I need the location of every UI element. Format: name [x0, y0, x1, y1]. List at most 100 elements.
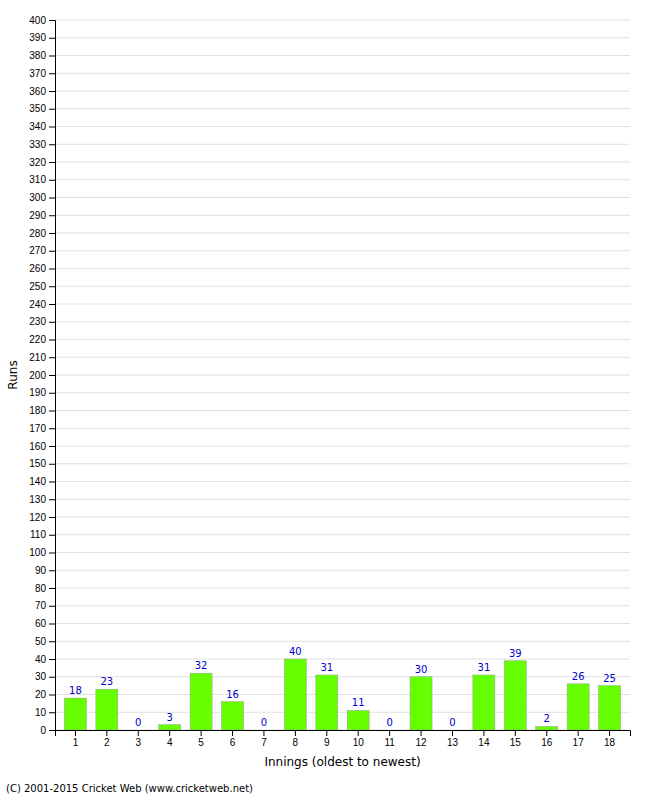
- tick-mark: [421, 730, 422, 736]
- chart-svg: 0102030405060708090100110120130140150160…: [0, 0, 650, 800]
- x-tick: 15: [510, 730, 522, 748]
- tick-mark: [49, 535, 55, 536]
- x-tick: 14: [478, 730, 490, 748]
- tick-mark: [49, 393, 55, 394]
- bar: [190, 673, 212, 730]
- tick-label: 10: [353, 737, 365, 748]
- grid-line: [55, 534, 630, 535]
- y-tick: 70: [35, 600, 55, 611]
- y-tick: 50: [35, 636, 55, 647]
- y-tick: 80: [35, 583, 55, 594]
- grid-line: [55, 694, 630, 695]
- tick-label: 18: [604, 737, 616, 748]
- tick-mark: [49, 144, 55, 145]
- grid-line: [55, 162, 630, 163]
- data-label: 3: [166, 712, 172, 723]
- data-label: 0: [135, 717, 141, 728]
- y-tick: 210: [29, 352, 55, 363]
- tick-label: 380: [29, 50, 46, 61]
- y-tick: 160: [29, 441, 55, 452]
- tick-label: 60: [35, 618, 47, 629]
- grid-line: [55, 215, 630, 216]
- tick-mark: [358, 730, 359, 736]
- y-tick: 100: [29, 547, 55, 558]
- tick-mark: [483, 730, 484, 736]
- grid-line: [55, 37, 630, 38]
- bar: [96, 689, 118, 730]
- x-tick: 12: [415, 730, 427, 748]
- y-tick: 120: [29, 512, 55, 523]
- x-axis-title: Innings (oldest to newest): [264, 755, 420, 769]
- grid-line: [55, 144, 630, 145]
- grid: [55, 20, 630, 730]
- tick-label: 210: [29, 352, 46, 363]
- data-label: 0: [261, 717, 267, 728]
- tick-mark: [49, 20, 55, 21]
- y-tick: 330: [29, 139, 55, 150]
- x-tick: 3: [135, 730, 141, 748]
- tick-label: 330: [29, 139, 46, 150]
- x-tick: 5: [198, 730, 204, 748]
- x-tick: 8: [293, 730, 299, 748]
- grid-line: [55, 126, 630, 127]
- tick-label: 80: [35, 583, 47, 594]
- bar: [64, 698, 86, 730]
- tick-mark: [452, 730, 453, 736]
- y-tick: 110: [30, 529, 55, 540]
- grid-line: [55, 446, 630, 447]
- tick-label: 16: [541, 737, 553, 748]
- tick-label: 390: [29, 32, 46, 43]
- grid-line: [55, 233, 630, 234]
- grid-line: [55, 463, 630, 464]
- grid-line: [55, 197, 630, 198]
- data-label: 31: [320, 662, 333, 673]
- y-tick: 260: [29, 263, 55, 274]
- tick-label: 310: [29, 174, 46, 185]
- tick-mark: [49, 56, 55, 57]
- tick-label: 120: [29, 512, 46, 523]
- tick-mark: [49, 712, 55, 713]
- chart-container: 0102030405060708090100110120130140150160…: [0, 0, 650, 800]
- y-tick: 60: [35, 618, 55, 629]
- tick-mark: [49, 304, 55, 305]
- grid-line: [55, 499, 630, 500]
- tick-label: 90: [35, 565, 47, 576]
- tick-mark: [609, 730, 610, 736]
- tick-label: 280: [29, 228, 46, 239]
- tick-mark: [49, 340, 55, 341]
- bar: [159, 725, 181, 730]
- bar: [473, 675, 495, 730]
- grid-line: [55, 91, 630, 92]
- tick-label: 9: [324, 737, 330, 748]
- tick-label: 4: [167, 737, 173, 748]
- data-label: 11: [352, 697, 365, 708]
- y-tick: 170: [29, 423, 55, 434]
- tick-label: 270: [29, 245, 46, 256]
- tick-mark: [389, 730, 390, 736]
- tick-mark: [49, 322, 55, 323]
- tick-label: 1: [73, 737, 79, 748]
- tick-mark: [49, 730, 55, 731]
- tick-label: 320: [29, 157, 46, 168]
- plot-area: 0102030405060708090100110120130140150160…: [6, 15, 631, 769]
- x-tick: 6: [230, 730, 236, 748]
- x-tick: 7: [261, 730, 267, 748]
- y-tick: 200: [29, 370, 55, 381]
- y-tick: 360: [29, 86, 55, 97]
- data-label: 0: [386, 717, 392, 728]
- tick-label: 160: [29, 441, 46, 452]
- x-axis: 123456789101112131415161718: [56, 730, 631, 748]
- bar: [316, 675, 338, 730]
- tick-mark: [49, 286, 55, 287]
- y-tick: 20: [35, 689, 55, 700]
- y-tick: 310: [29, 174, 55, 185]
- tick-mark: [232, 730, 233, 736]
- axis-line: [49, 21, 56, 731]
- grid-line: [55, 357, 630, 358]
- tick-mark: [49, 411, 55, 412]
- tick-mark: [49, 162, 55, 163]
- tick-label: 150: [29, 458, 46, 469]
- grid-line: [55, 268, 630, 269]
- tick-label: 110: [30, 529, 46, 540]
- tick-label: 350: [29, 103, 46, 114]
